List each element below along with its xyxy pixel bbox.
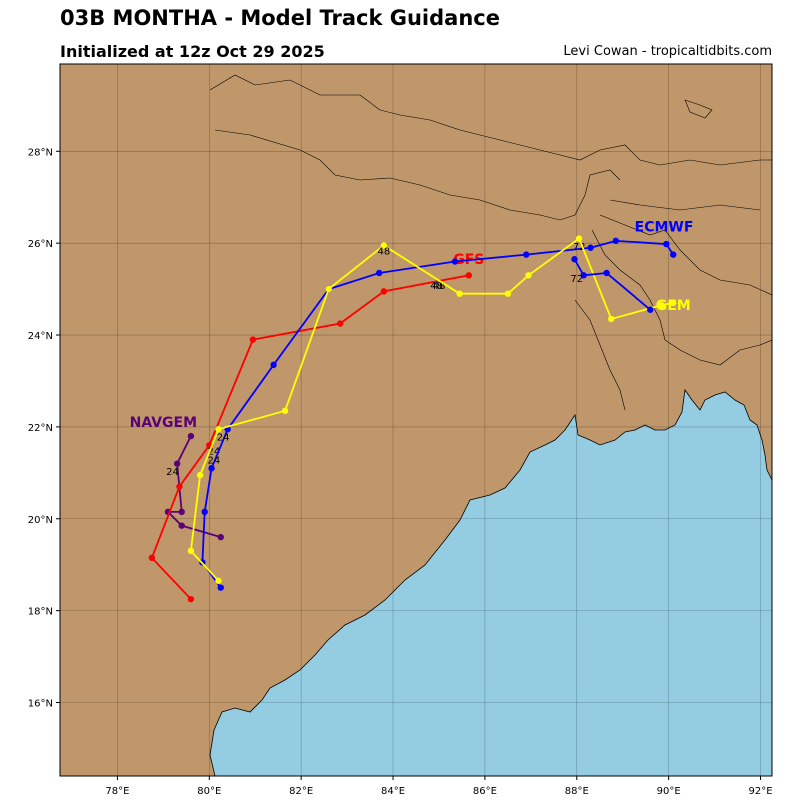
forecast-hour-label: 48	[377, 247, 390, 258]
forecast-hour-label: 24	[208, 446, 221, 457]
lon-tick-label: 80°E	[197, 786, 221, 797]
track-line	[201, 239, 674, 589]
track-point	[176, 483, 183, 490]
lon-tick-label: 88°E	[565, 786, 589, 797]
track-point	[178, 508, 185, 516]
track-point	[608, 315, 615, 323]
track-point	[178, 522, 185, 529]
track-point	[249, 336, 257, 343]
grid-lines	[60, 64, 772, 776]
track-point	[465, 272, 473, 279]
track-line	[573, 258, 651, 311]
lat-tick-label: 22°N	[28, 423, 53, 434]
lon-tick-label: 90°E	[657, 786, 681, 797]
track-point	[215, 425, 222, 433]
track-navgem: 24 NAVGEM	[130, 415, 224, 541]
lon-tick-label: 78°E	[105, 786, 129, 797]
track-point	[587, 244, 594, 251]
track-point	[504, 290, 512, 297]
lon-tick-label: 86°E	[473, 786, 497, 797]
lat-tick-label: 18°N	[28, 607, 53, 618]
track-point	[451, 258, 459, 265]
track-point	[603, 269, 610, 277]
border-lines	[209, 74, 772, 411]
lat-tick-label: 26°N	[28, 239, 53, 250]
track-point	[670, 251, 677, 258]
track-alt: 72	[570, 256, 654, 313]
lon-tick-label: 82°E	[289, 786, 313, 797]
track-point	[525, 272, 532, 279]
track-point	[575, 235, 583, 242]
lon-tick-label: 84°E	[381, 786, 405, 797]
track-point	[187, 432, 195, 440]
track-point	[281, 407, 289, 415]
track-point	[380, 288, 388, 295]
track-point	[612, 237, 620, 245]
plot-frame	[59, 63, 773, 777]
forecast-hour-label: 24	[208, 456, 221, 467]
track-point	[658, 301, 665, 309]
track-point	[148, 554, 156, 562]
track-point	[270, 361, 277, 369]
lat-tick-label: 20°N	[28, 515, 53, 526]
track-point	[337, 320, 344, 327]
track-point	[215, 577, 222, 584]
forecast-hour-label: 48	[430, 281, 443, 292]
track-point	[208, 465, 215, 472]
track-point	[201, 508, 208, 516]
track-line	[150, 274, 469, 600]
forecast-hour-label: 24	[217, 433, 230, 444]
track-point	[217, 533, 224, 541]
track-line	[189, 237, 674, 582]
track-point	[380, 242, 388, 249]
axis-ticks: 78°E 80°E 82°E 84°E 86°E 88°E 90°E 92°E 16°N 18°N…	[28, 147, 773, 797]
track-point	[571, 256, 578, 263]
lat-tick-label: 28°N	[28, 147, 53, 158]
track-point	[670, 299, 677, 307]
track-gem: 24 48 GEM	[187, 235, 691, 584]
track-point	[173, 460, 181, 467]
track-point	[580, 272, 587, 279]
track-point	[187, 547, 195, 555]
lat-tick-label: 24°N	[28, 331, 53, 342]
track-point	[647, 306, 654, 313]
forecast-hour-label: 72	[573, 242, 586, 253]
forecast-hour-label: 24	[166, 467, 179, 478]
model-name-label: NAVGEM	[130, 415, 197, 431]
track-point	[196, 471, 204, 479]
track-point	[187, 595, 195, 603]
track-ecmwf: 24 48 72 ECMWF	[199, 220, 693, 591]
track-line	[165, 435, 222, 538]
model-name-label: ECMWF	[635, 220, 694, 236]
land-area	[60, 64, 772, 776]
chart-title: 03B MONTHA - Model Track Guidance	[60, 6, 500, 30]
lon-tick-label: 92°E	[748, 786, 772, 797]
track-point	[376, 269, 383, 277]
track-point	[523, 251, 530, 258]
forecast-hour-label: 72	[570, 274, 583, 285]
track-point	[456, 290, 463, 297]
forecast-hour-label: 48	[433, 281, 446, 292]
model-name-label: GEM	[656, 298, 691, 314]
track-point	[217, 584, 224, 591]
lat-tick-label: 16°N	[28, 699, 53, 710]
track-point	[663, 240, 670, 248]
track-point	[325, 285, 332, 293]
init-time-subtitle: Initialized at 12z Oct 29 2025	[60, 42, 325, 61]
credit-text: Levi Cowan - tropicaltidbits.com	[563, 44, 772, 59]
